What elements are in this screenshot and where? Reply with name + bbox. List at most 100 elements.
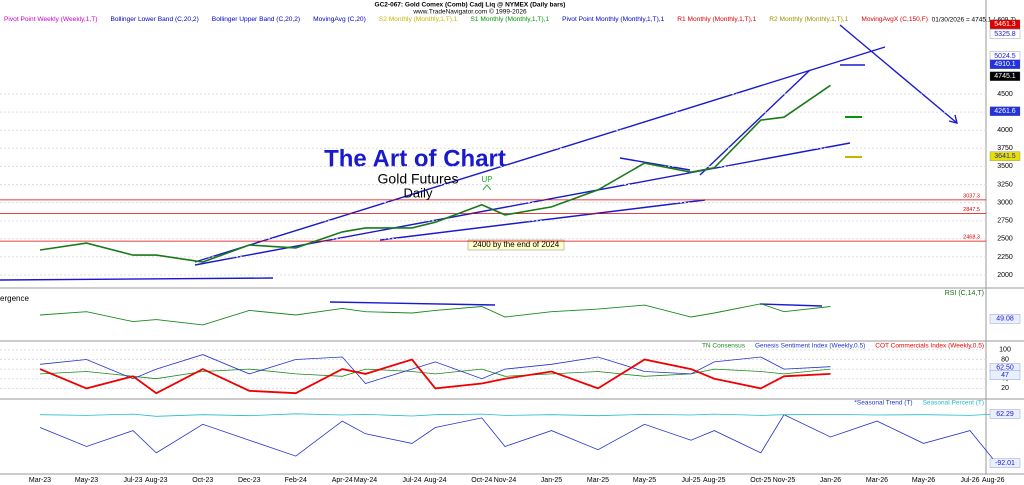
legend-entry: S1 Monthly (Monthly,1,T),1 xyxy=(470,16,550,23)
symbol: GC2-067: Gold Comex (Comb) Cadj Liq @ NY… xyxy=(375,2,566,9)
price-marker xyxy=(989,106,1021,116)
y-tick-label: 20 xyxy=(1001,385,1009,392)
series-line xyxy=(39,413,994,417)
legend-entry: R1 Monthly (Monthly,1,T),1 xyxy=(677,16,757,23)
x-tick-label: Jul-24 xyxy=(402,477,421,484)
x-tick-label: May-26 xyxy=(912,477,935,484)
y-tick-label: 3500 xyxy=(997,163,1013,170)
legend-entry: COT Commercials Index (Weekly,0.5) xyxy=(875,343,984,350)
y-tick-label: 4500 xyxy=(997,91,1013,98)
legend-entry: TN Consensus xyxy=(702,343,746,350)
x-tick-label: Jul-25 xyxy=(681,477,700,484)
rsi-divergence xyxy=(329,301,496,306)
legend-entry: *Seasonal Trend (T) xyxy=(854,400,912,407)
price-marker-label: 4261.6 xyxy=(994,108,1016,115)
value-marker xyxy=(989,314,1021,324)
annotation-period: Daily xyxy=(404,185,433,200)
legend-entry: S2 Monthly (Monthly,1,T),1 xyxy=(378,16,458,23)
x-tick-label: Aug-24 xyxy=(424,477,447,484)
y-tick-label: 100 xyxy=(999,347,1011,354)
annotation-note: 2400 by the end of 2024 xyxy=(473,240,560,249)
x-tick-label: Feb-24 xyxy=(285,477,307,484)
x-tick-label: Mar-26 xyxy=(866,477,888,484)
trend-line xyxy=(379,199,706,241)
y-tick-label: 2250 xyxy=(997,254,1013,261)
value-marker-label: 62.50 xyxy=(996,365,1014,372)
x-tick-label: Mar-23 xyxy=(29,477,51,484)
x-tick-label: Mar-25 xyxy=(587,477,609,484)
x-tick-label: Jul-26 xyxy=(960,477,979,484)
trend-line xyxy=(0,277,274,281)
y-tick-label: 2750 xyxy=(997,218,1013,225)
legend-entry: R2 Monthly (Monthly,1,T),1 xyxy=(769,16,849,23)
x-tick-label: Nov-24 xyxy=(494,477,517,484)
x-tick-label: Dec-23 xyxy=(238,477,261,484)
panel-label: ergence xyxy=(0,294,29,303)
price-marker xyxy=(989,151,1021,161)
trend-line xyxy=(699,69,811,176)
price-marker-label: 5325.8 xyxy=(994,31,1016,38)
price-marker xyxy=(989,29,1021,39)
level-label: 3037.3 xyxy=(963,193,980,199)
series-line xyxy=(39,84,831,263)
legend-entry: MovingAvgX (C,150,F) xyxy=(861,16,928,23)
series-line xyxy=(39,303,831,326)
legend-entry: Genesis Sentiment Index (Weekly,0.5) xyxy=(755,343,865,350)
series-line xyxy=(39,354,831,384)
y-tick-label: 2500 xyxy=(997,236,1013,243)
y-tick-label: 4000 xyxy=(997,127,1013,134)
trend-lines xyxy=(0,24,958,307)
up-arrow xyxy=(482,184,492,191)
annotation-title: The Art of Chart xyxy=(324,145,506,172)
trend-line xyxy=(194,46,886,263)
legend-entry: Pivot Point Weekly (Weekly,1,T) xyxy=(4,16,98,23)
value-marker-label: 47 xyxy=(1001,372,1009,379)
last-price: 01/30/2026 = 4745.1 (-609.7) xyxy=(932,17,1016,24)
x-tick-label: Apr-24 xyxy=(332,477,353,484)
value-marker xyxy=(989,409,1021,419)
level-label: 2468.3 xyxy=(963,235,980,241)
annotation-up: UP xyxy=(481,175,492,184)
legend-entry: Seasonal Percent (T) xyxy=(923,400,984,407)
price-marker-label: 4910.1 xyxy=(994,61,1016,68)
y-tick-label: 80 xyxy=(1001,356,1009,363)
annotation-subtitle: Gold Futures xyxy=(378,171,459,187)
legend-entry: MovingAvg (C,20) xyxy=(313,16,366,23)
indicator-legend: Pivot Point Weekly (Weekly,1,T) Bollinger… xyxy=(4,16,928,23)
value-marker xyxy=(989,458,1021,468)
rsi-divergence xyxy=(759,303,823,307)
x-tick-label: Aug-23 xyxy=(145,477,168,484)
x-tick-label: Oct-24 xyxy=(471,477,492,484)
x-tick-label: Oct-23 xyxy=(192,477,213,484)
price-marker-label: 5024.5 xyxy=(994,53,1016,60)
level-label: 2847.5 xyxy=(963,207,980,213)
series-line xyxy=(39,358,831,395)
y-tick-label: 3250 xyxy=(997,181,1013,188)
value-marker-label: 62.29 xyxy=(996,411,1014,418)
legend-entry: Bollinger Lower Band (C,20,2) xyxy=(110,16,199,23)
arrow-head xyxy=(948,114,958,124)
legend-entry: Bollinger Upper Band (C,20,2) xyxy=(211,16,301,23)
x-tick-label: Jan-26 xyxy=(820,477,842,484)
x-tick-label: Jan-25 xyxy=(541,477,563,484)
x-tick-label: Jul-23 xyxy=(123,477,142,484)
x-tick-label: May-24 xyxy=(354,477,377,484)
series-line xyxy=(39,414,994,460)
value-marker-label: 49.08 xyxy=(996,316,1014,323)
trend-line xyxy=(619,157,691,171)
series-line xyxy=(39,368,831,380)
source: www.TradeNavigator.com © 1999-2026 xyxy=(412,8,527,16)
x-tick-label: May-23 xyxy=(75,477,98,484)
x-tick-label: Aug-25 xyxy=(703,477,726,484)
price-marker xyxy=(989,71,1021,81)
x-tick-label: Nov-25 xyxy=(773,477,796,484)
legend-entry: Pivot Point Monthly (Monthly,1,T),1 xyxy=(562,16,665,23)
panel-title: RSI (C,14,T) xyxy=(945,290,984,297)
price-marker-label: 4745.1 xyxy=(994,73,1016,80)
y-tick-label: 2000 xyxy=(997,272,1013,279)
price-marker-label: 5461.3 xyxy=(994,21,1016,28)
x-tick-label: May-25 xyxy=(633,477,656,484)
price-marker xyxy=(989,59,1021,69)
